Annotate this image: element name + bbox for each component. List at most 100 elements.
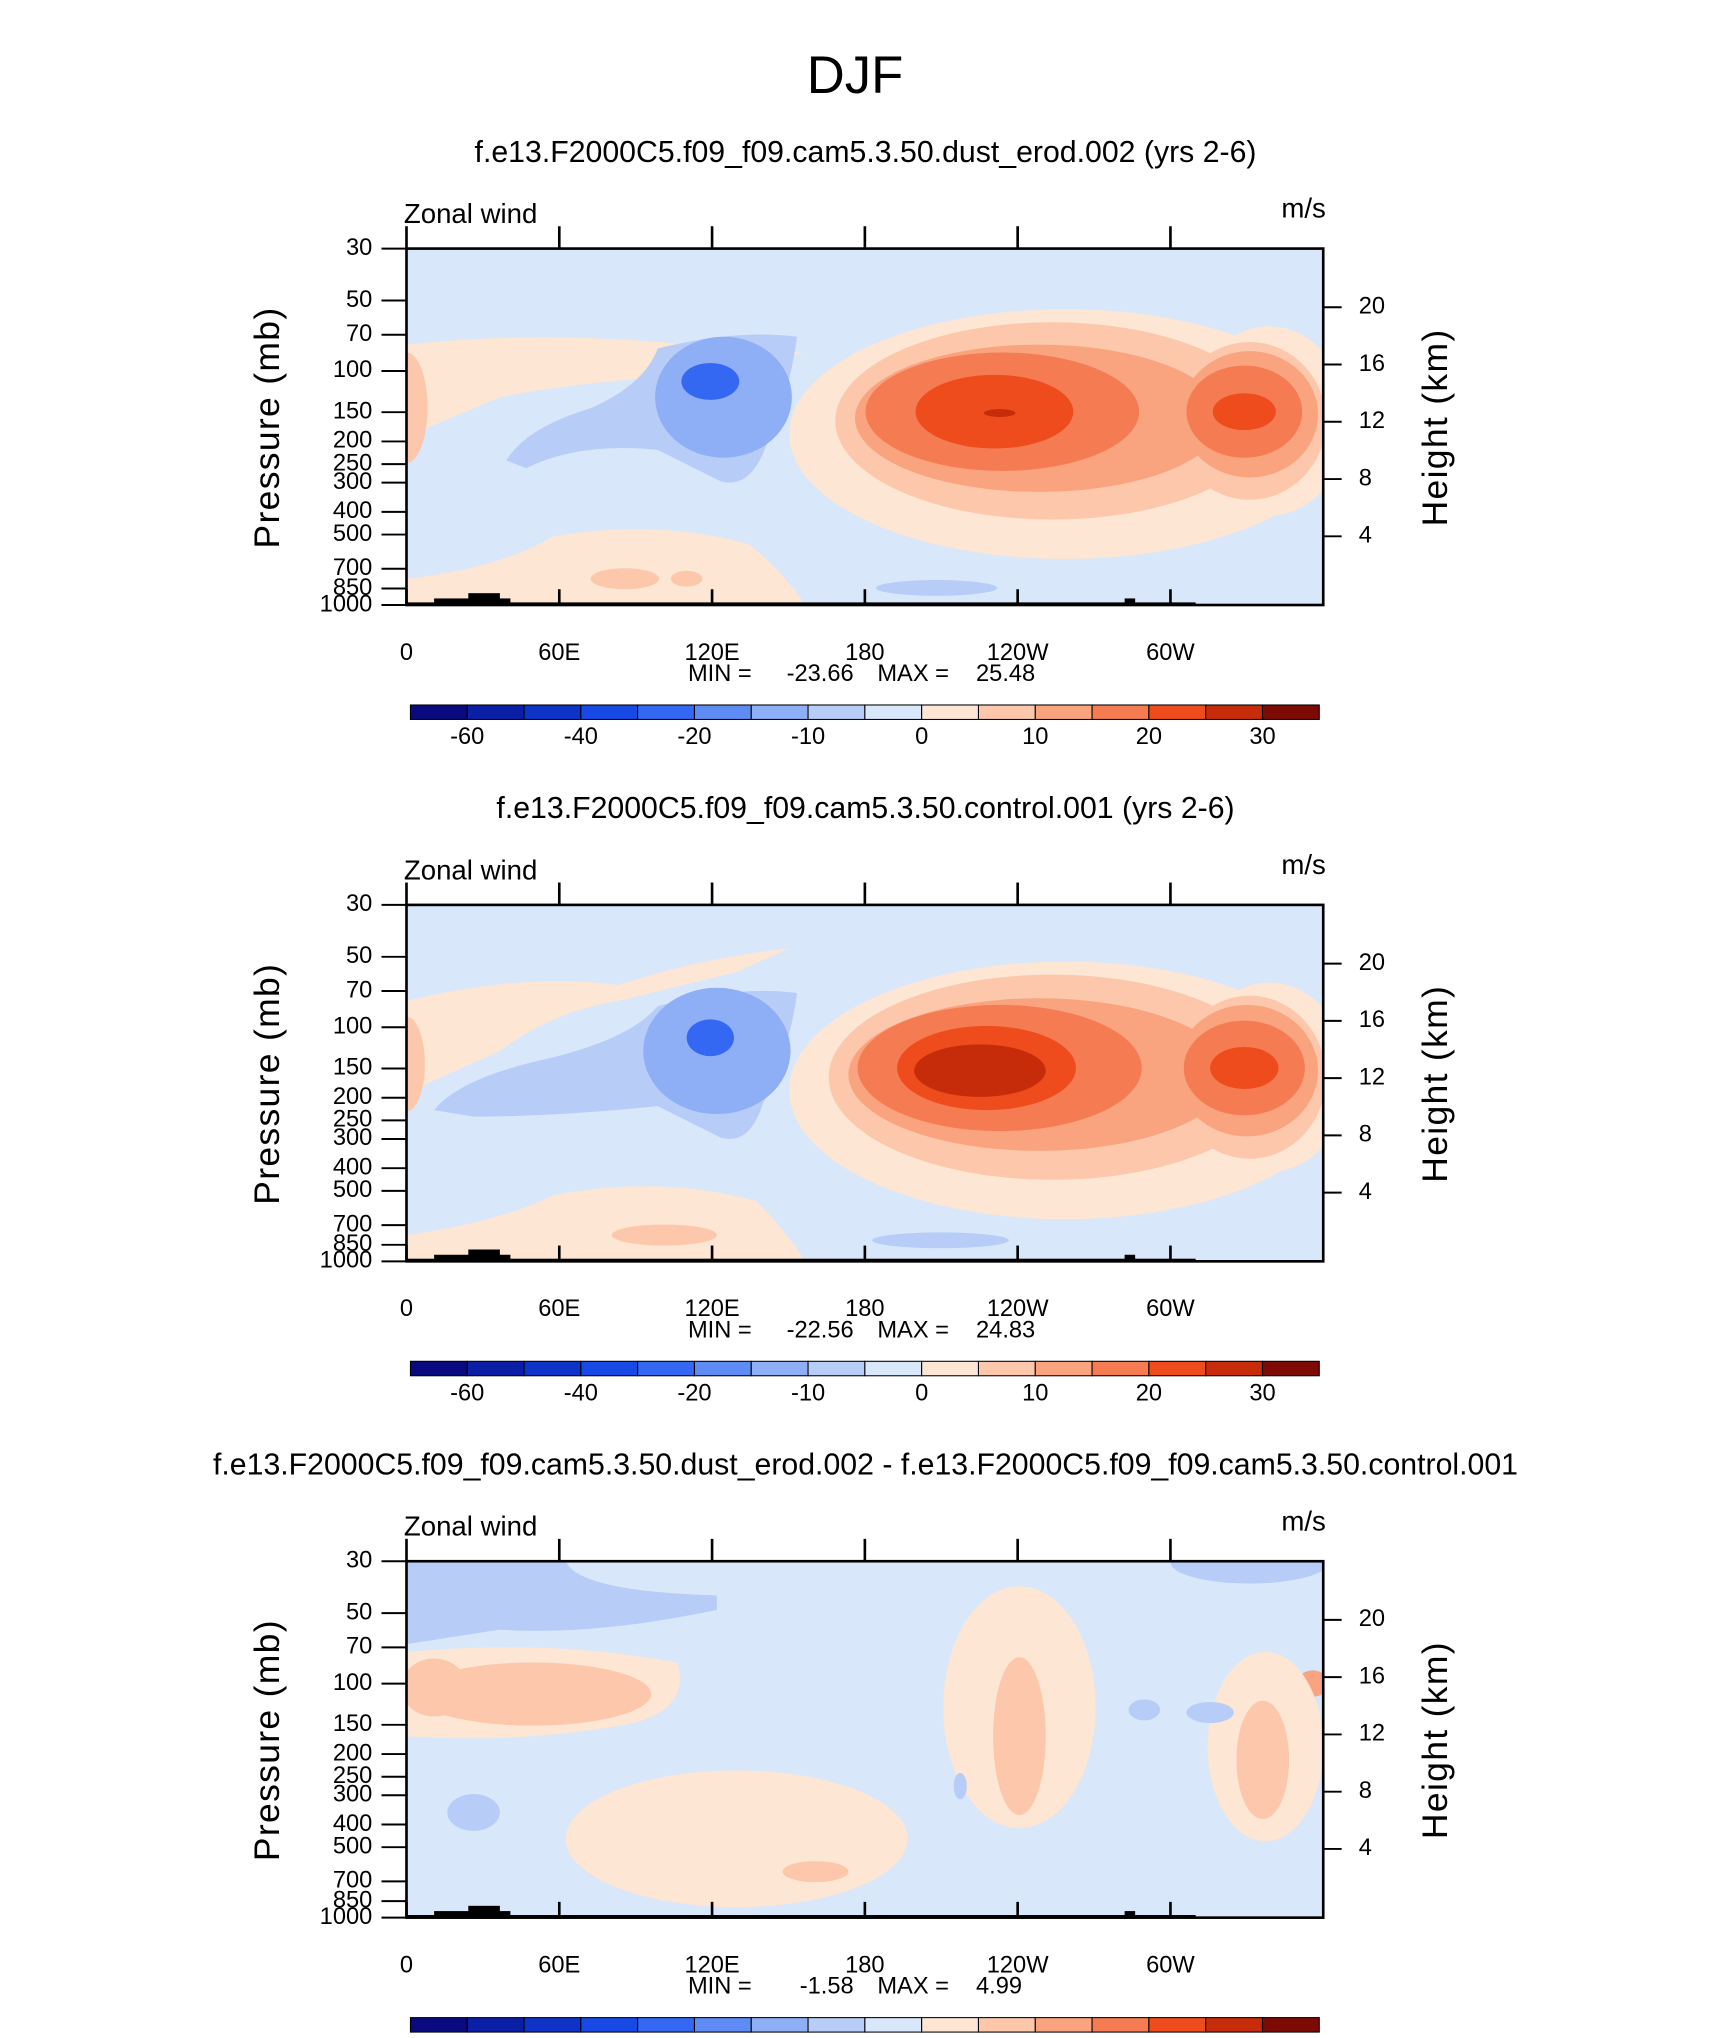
y2-tick-label: 4 [1359, 523, 1372, 549]
colorbar-box [977, 704, 1036, 720]
y-tick-label: 1000 [320, 591, 373, 617]
colorbar-label: -60 [450, 1380, 484, 1406]
y2-tick-label: 16 [1359, 1663, 1385, 1689]
y-tick-label: 50 [346, 1599, 372, 1625]
colorbar-label: 30 [1249, 1380, 1275, 1406]
colorbar-box [693, 704, 752, 720]
contour-fill [406, 1186, 806, 1262]
contour-fill [414, 1662, 652, 1726]
colorbar-label: 6 [1029, 2037, 1042, 2038]
y-axis-label: Pressure (mb) [247, 1619, 287, 1861]
y-tick-label: 850 [333, 1231, 372, 1257]
x-tick-label: 60W [1146, 1296, 1195, 1322]
colorbar-label: 15 [1193, 2037, 1219, 2038]
y-tick-label: 100 [333, 357, 372, 383]
colorbar-box [1034, 1360, 1093, 1377]
x-tick-label: 180 [845, 1953, 884, 1979]
colorbar-label: 20 [1136, 724, 1162, 750]
colorbar-box [409, 2017, 468, 2033]
colorbar-box [466, 2017, 525, 2033]
y2-tick-label: 4 [1359, 1835, 1372, 1861]
y2-tick-label: 12 [1359, 408, 1385, 434]
panel: f.e13.F2000C5.f09_f09.cam5.3.50.dust_ero… [247, 136, 1455, 750]
y-tick-label: 700 [333, 1868, 372, 1894]
y-tick-label: 150 [333, 398, 372, 424]
colorbar-box [1261, 2017, 1320, 2033]
colorbar-label: 20 [1136, 1380, 1162, 1406]
colorbar-label: -12 [564, 2037, 598, 2038]
contour-fill [1212, 393, 1276, 431]
y-tick-label: 500 [333, 521, 372, 547]
y-tick-label: 300 [333, 1782, 372, 1808]
contour-field [406, 248, 1324, 606]
contour-fill [447, 1794, 500, 1831]
min-label: MIN = [688, 661, 752, 687]
y-tick-label: 1000 [320, 1904, 373, 1930]
y2-tick-label: 12 [1359, 1721, 1385, 1747]
max-label: MAX = [877, 1317, 949, 1343]
colorbar-box [693, 2017, 752, 2033]
x-tick-label: 60E [538, 640, 580, 666]
colorbar-label: -20 [677, 1380, 711, 1406]
y2-tick-label: 4 [1359, 1179, 1372, 1205]
colorbar-label: 0 [858, 2037, 871, 2038]
y-tick-label: 50 [346, 943, 372, 969]
contour-fill [406, 1016, 425, 1112]
topography [406, 602, 1196, 606]
colorbar-label: -15 [507, 2037, 541, 2038]
colorbar-label: 10 [1022, 724, 1048, 750]
colorbar-box [864, 2017, 923, 2033]
contour-fill [406, 1561, 717, 1645]
y-tick-label: 200 [333, 1740, 372, 1766]
colorbar-box [1205, 2017, 1264, 2033]
y-tick-label: 400 [333, 498, 372, 524]
colorbar-box [750, 1360, 809, 1377]
colorbar-label: -1 [798, 2037, 819, 2038]
topography [1124, 1911, 1136, 1918]
y-tick-label: 50 [346, 287, 372, 313]
colorbar-box [977, 1360, 1036, 1377]
y-axis-label: Pressure (mb) [247, 306, 287, 548]
colorbar-label: 10 [1022, 1380, 1048, 1406]
colorbar-box [523, 704, 582, 720]
contour-fill [590, 568, 660, 590]
contour-fill [914, 1044, 1046, 1097]
x-tick-label: 60E [538, 1953, 580, 1979]
y2-axis-label: Height (km) [1415, 328, 1455, 526]
y2-tick-label: 8 [1359, 465, 1372, 491]
max-value: 4.99 [976, 1974, 1022, 2000]
contour-fill [872, 1232, 1009, 1249]
colorbar-box [523, 1360, 582, 1377]
colorbar-label: 3 [972, 2037, 985, 2038]
colorbar-label: -20 [677, 724, 711, 750]
colorbar-box [1034, 2017, 1093, 2033]
x-tick-label: 0 [400, 1296, 413, 1322]
colorbar-label: 18 [1249, 2037, 1275, 2038]
figure-title: DJF [807, 46, 903, 105]
topography [1124, 1254, 1136, 1262]
colorbar-box [1091, 2017, 1150, 2033]
y2-tick-label: 8 [1359, 1778, 1372, 1804]
colorbar-label: -40 [564, 724, 598, 750]
x-tick-label: 120W [987, 1296, 1049, 1322]
colorbar-box [1261, 1360, 1320, 1377]
panel: f.e13.F2000C5.f09_f09.cam5.3.50.dust_ero… [213, 1449, 1518, 2038]
colorbar-box [409, 704, 468, 720]
colorbar-label: -3 [741, 2037, 762, 2038]
colorbar-box [580, 2017, 639, 2033]
units-label: m/s [1281, 849, 1325, 880]
max-label: MAX = [877, 1974, 949, 2000]
topography [406, 1258, 1196, 1262]
min-value: -23.66 [787, 661, 854, 687]
x-tick-label: 60E [538, 1296, 580, 1322]
x-tick-label: 180 [845, 1296, 884, 1322]
y-tick-label: 100 [333, 1670, 372, 1696]
contour-fill [953, 1772, 967, 1800]
contour-fill [1236, 1700, 1290, 1820]
topography [1124, 598, 1136, 606]
y-tick-label: 70 [346, 321, 372, 347]
variable-label: Zonal wind [404, 198, 538, 229]
colorbar-label: -60 [450, 724, 484, 750]
variable-label: Zonal wind [404, 854, 538, 885]
x-tick-label: 60W [1146, 1953, 1195, 1979]
